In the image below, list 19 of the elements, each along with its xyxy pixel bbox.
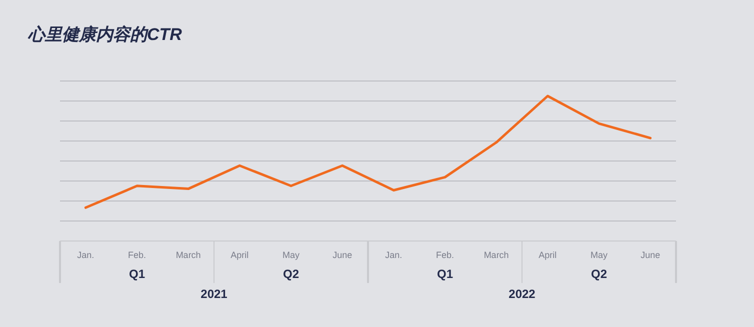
x-tick-label: March bbox=[176, 250, 201, 260]
x-tick-label: Jan. bbox=[77, 250, 94, 260]
chart-title: 心里健康内容的CTR bbox=[27, 25, 183, 44]
x-tick-label: April bbox=[230, 250, 249, 260]
x-tick-label: May bbox=[282, 250, 300, 260]
x-tick-label: Feb. bbox=[128, 250, 146, 260]
text: 2022 bbox=[508, 287, 536, 301]
x-tick-label: June bbox=[332, 250, 352, 260]
x-tick-label: April bbox=[538, 250, 557, 260]
text: 2021 bbox=[200, 287, 228, 301]
text: Q2 bbox=[590, 267, 608, 281]
x-tick-label: Feb. bbox=[436, 250, 454, 260]
x-tick-label: June bbox=[640, 250, 660, 260]
text: Q1 bbox=[436, 267, 454, 281]
x-tick-label: Jan. bbox=[385, 250, 402, 260]
text: Q1 bbox=[128, 267, 146, 281]
x-tick-label: May bbox=[590, 250, 608, 260]
text: Q2 bbox=[282, 267, 300, 281]
x-tick-label: March bbox=[484, 250, 509, 260]
